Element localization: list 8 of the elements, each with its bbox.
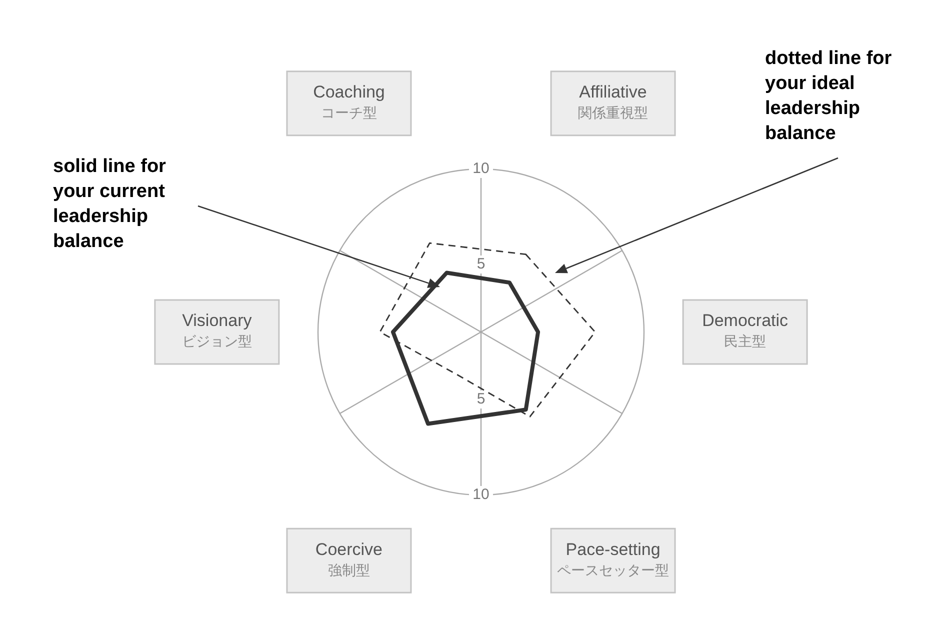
- spoke-label: Pace-setting ペースセッター型: [557, 540, 670, 579]
- text: dotted line for your ideal leadership balance: [765, 47, 893, 146]
- spoke-label: Visionary ビジョン型: [182, 311, 252, 350]
- text: solid line for your current leadership balance: [53, 155, 167, 254]
- spoke-label: Affiliative 関係重視型: [578, 82, 648, 122]
- spoke-label: Democratic 民主型: [702, 311, 789, 350]
- spoke-label: Coercive 強制型: [315, 540, 383, 579]
- spoke-label: Coaching コーチ型: [313, 82, 385, 122]
